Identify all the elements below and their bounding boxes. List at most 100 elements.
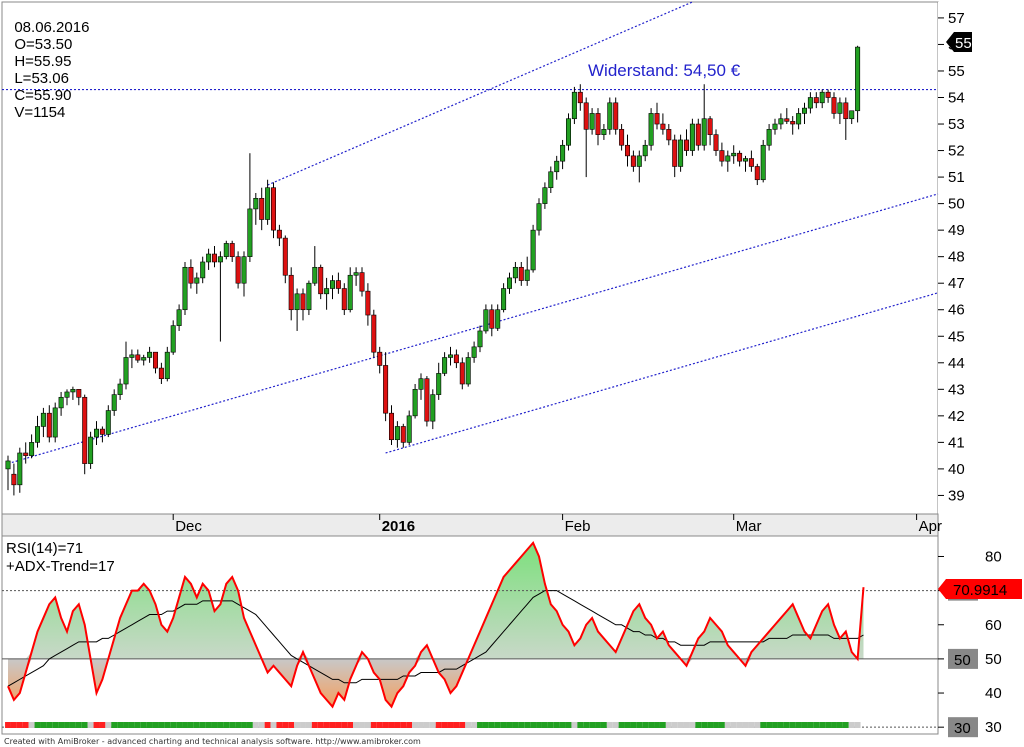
candle bbox=[11, 463, 17, 496]
trend-strip-cell bbox=[553, 722, 560, 728]
candle-body bbox=[843, 102, 849, 120]
candle bbox=[206, 248, 212, 270]
candle bbox=[406, 410, 412, 446]
trend-strip-cell bbox=[789, 722, 796, 728]
candle bbox=[52, 402, 58, 443]
candle bbox=[318, 264, 324, 300]
trend-strip-cell bbox=[754, 722, 761, 728]
trend-strip-cell bbox=[235, 722, 242, 728]
candle-body bbox=[713, 134, 719, 151]
candle-body bbox=[683, 139, 689, 151]
rsi-level-badge-bg bbox=[948, 648, 978, 669]
candle bbox=[217, 251, 223, 342]
rsi-line bbox=[7, 540, 865, 709]
rsi-level-badge: 50 bbox=[948, 648, 978, 669]
rsi-fill-below bbox=[8, 658, 864, 707]
trend-strip-cell bbox=[146, 722, 153, 728]
candle-body bbox=[630, 155, 636, 167]
price-tick-label: 47 bbox=[948, 275, 965, 292]
candle-body bbox=[46, 412, 52, 438]
trend-strip-cell bbox=[707, 722, 714, 728]
price-tick-label: 51 bbox=[948, 169, 965, 186]
trend-strip-cell bbox=[69, 722, 76, 728]
candle-body bbox=[442, 357, 448, 374]
candle-body bbox=[247, 208, 253, 257]
candle-body bbox=[94, 428, 100, 438]
candle bbox=[329, 275, 335, 300]
candle bbox=[589, 108, 595, 135]
candle bbox=[235, 251, 241, 289]
candle-body bbox=[235, 256, 241, 284]
trend-strip-cell bbox=[123, 722, 129, 728]
candle-body bbox=[29, 442, 35, 456]
candle-body bbox=[212, 253, 218, 263]
trend-strip-cell bbox=[695, 722, 702, 728]
channel-middle-line bbox=[7, 193, 939, 465]
trend-strip-cell bbox=[600, 722, 607, 728]
candle bbox=[347, 267, 353, 313]
candle bbox=[737, 150, 743, 167]
trend-strip-cell bbox=[382, 722, 389, 728]
candle bbox=[341, 283, 347, 316]
candle bbox=[88, 431, 94, 469]
trend-strip-cell bbox=[199, 722, 206, 728]
candle bbox=[353, 267, 359, 286]
candle bbox=[359, 267, 365, 297]
candle-body bbox=[672, 139, 678, 167]
trend-strip-cell bbox=[677, 722, 684, 728]
candle-body bbox=[288, 274, 294, 311]
trend-strip-cell bbox=[819, 722, 826, 728]
trend-strip-cell bbox=[477, 722, 483, 728]
candle-body bbox=[388, 412, 394, 441]
trend-strip-cell bbox=[376, 722, 383, 728]
trend-strip-cell bbox=[630, 722, 637, 728]
candle bbox=[577, 84, 583, 111]
header-volume: V=1154 bbox=[14, 104, 66, 121]
trend-strip-cell bbox=[223, 722, 230, 728]
candle bbox=[819, 89, 825, 109]
candle bbox=[265, 179, 271, 225]
candle-body bbox=[701, 118, 707, 146]
candle-body bbox=[801, 107, 807, 114]
trend-strip-cell bbox=[353, 722, 360, 728]
trend-strip-cell bbox=[22, 722, 29, 728]
candle-body bbox=[607, 102, 613, 130]
candle-body bbox=[99, 428, 105, 435]
adx-trend-label: +ADX-Trend=17 bbox=[6, 558, 115, 575]
candle-body bbox=[241, 256, 247, 284]
candle-body bbox=[849, 110, 855, 120]
header-close: C=55.90 bbox=[14, 87, 72, 104]
candle-body bbox=[506, 277, 512, 289]
candle bbox=[212, 246, 218, 268]
price-tick-label: 46 bbox=[948, 302, 965, 319]
candle-body bbox=[495, 309, 501, 329]
candle-body bbox=[270, 187, 276, 231]
candle-body bbox=[200, 261, 206, 279]
candle-body bbox=[648, 113, 654, 146]
trend-strip-cell bbox=[211, 722, 218, 728]
candle bbox=[790, 116, 796, 135]
candle bbox=[412, 384, 418, 419]
candle bbox=[200, 256, 206, 284]
trend-strip-cell bbox=[429, 722, 436, 728]
candle bbox=[831, 92, 837, 119]
candle-body bbox=[400, 426, 406, 443]
candle bbox=[801, 102, 807, 125]
trend-strip-cell bbox=[459, 722, 466, 728]
candle bbox=[176, 304, 182, 331]
candle-body bbox=[784, 118, 790, 122]
candle bbox=[565, 113, 571, 151]
price-axis bbox=[938, 2, 1022, 514]
trend-strip-cell bbox=[807, 722, 814, 728]
trend-strip-cell bbox=[305, 722, 312, 728]
candle-body bbox=[412, 389, 418, 417]
trend-strip-cell bbox=[418, 722, 424, 728]
candle-body bbox=[589, 113, 595, 130]
candle-body bbox=[365, 290, 371, 316]
rsi-moving-average bbox=[7, 590, 864, 687]
trend-strip-cell bbox=[111, 722, 118, 728]
price-tick-label: 49 bbox=[948, 222, 965, 239]
candle bbox=[5, 455, 11, 491]
trend-strip-cell bbox=[359, 722, 365, 728]
candle-body bbox=[312, 266, 318, 284]
